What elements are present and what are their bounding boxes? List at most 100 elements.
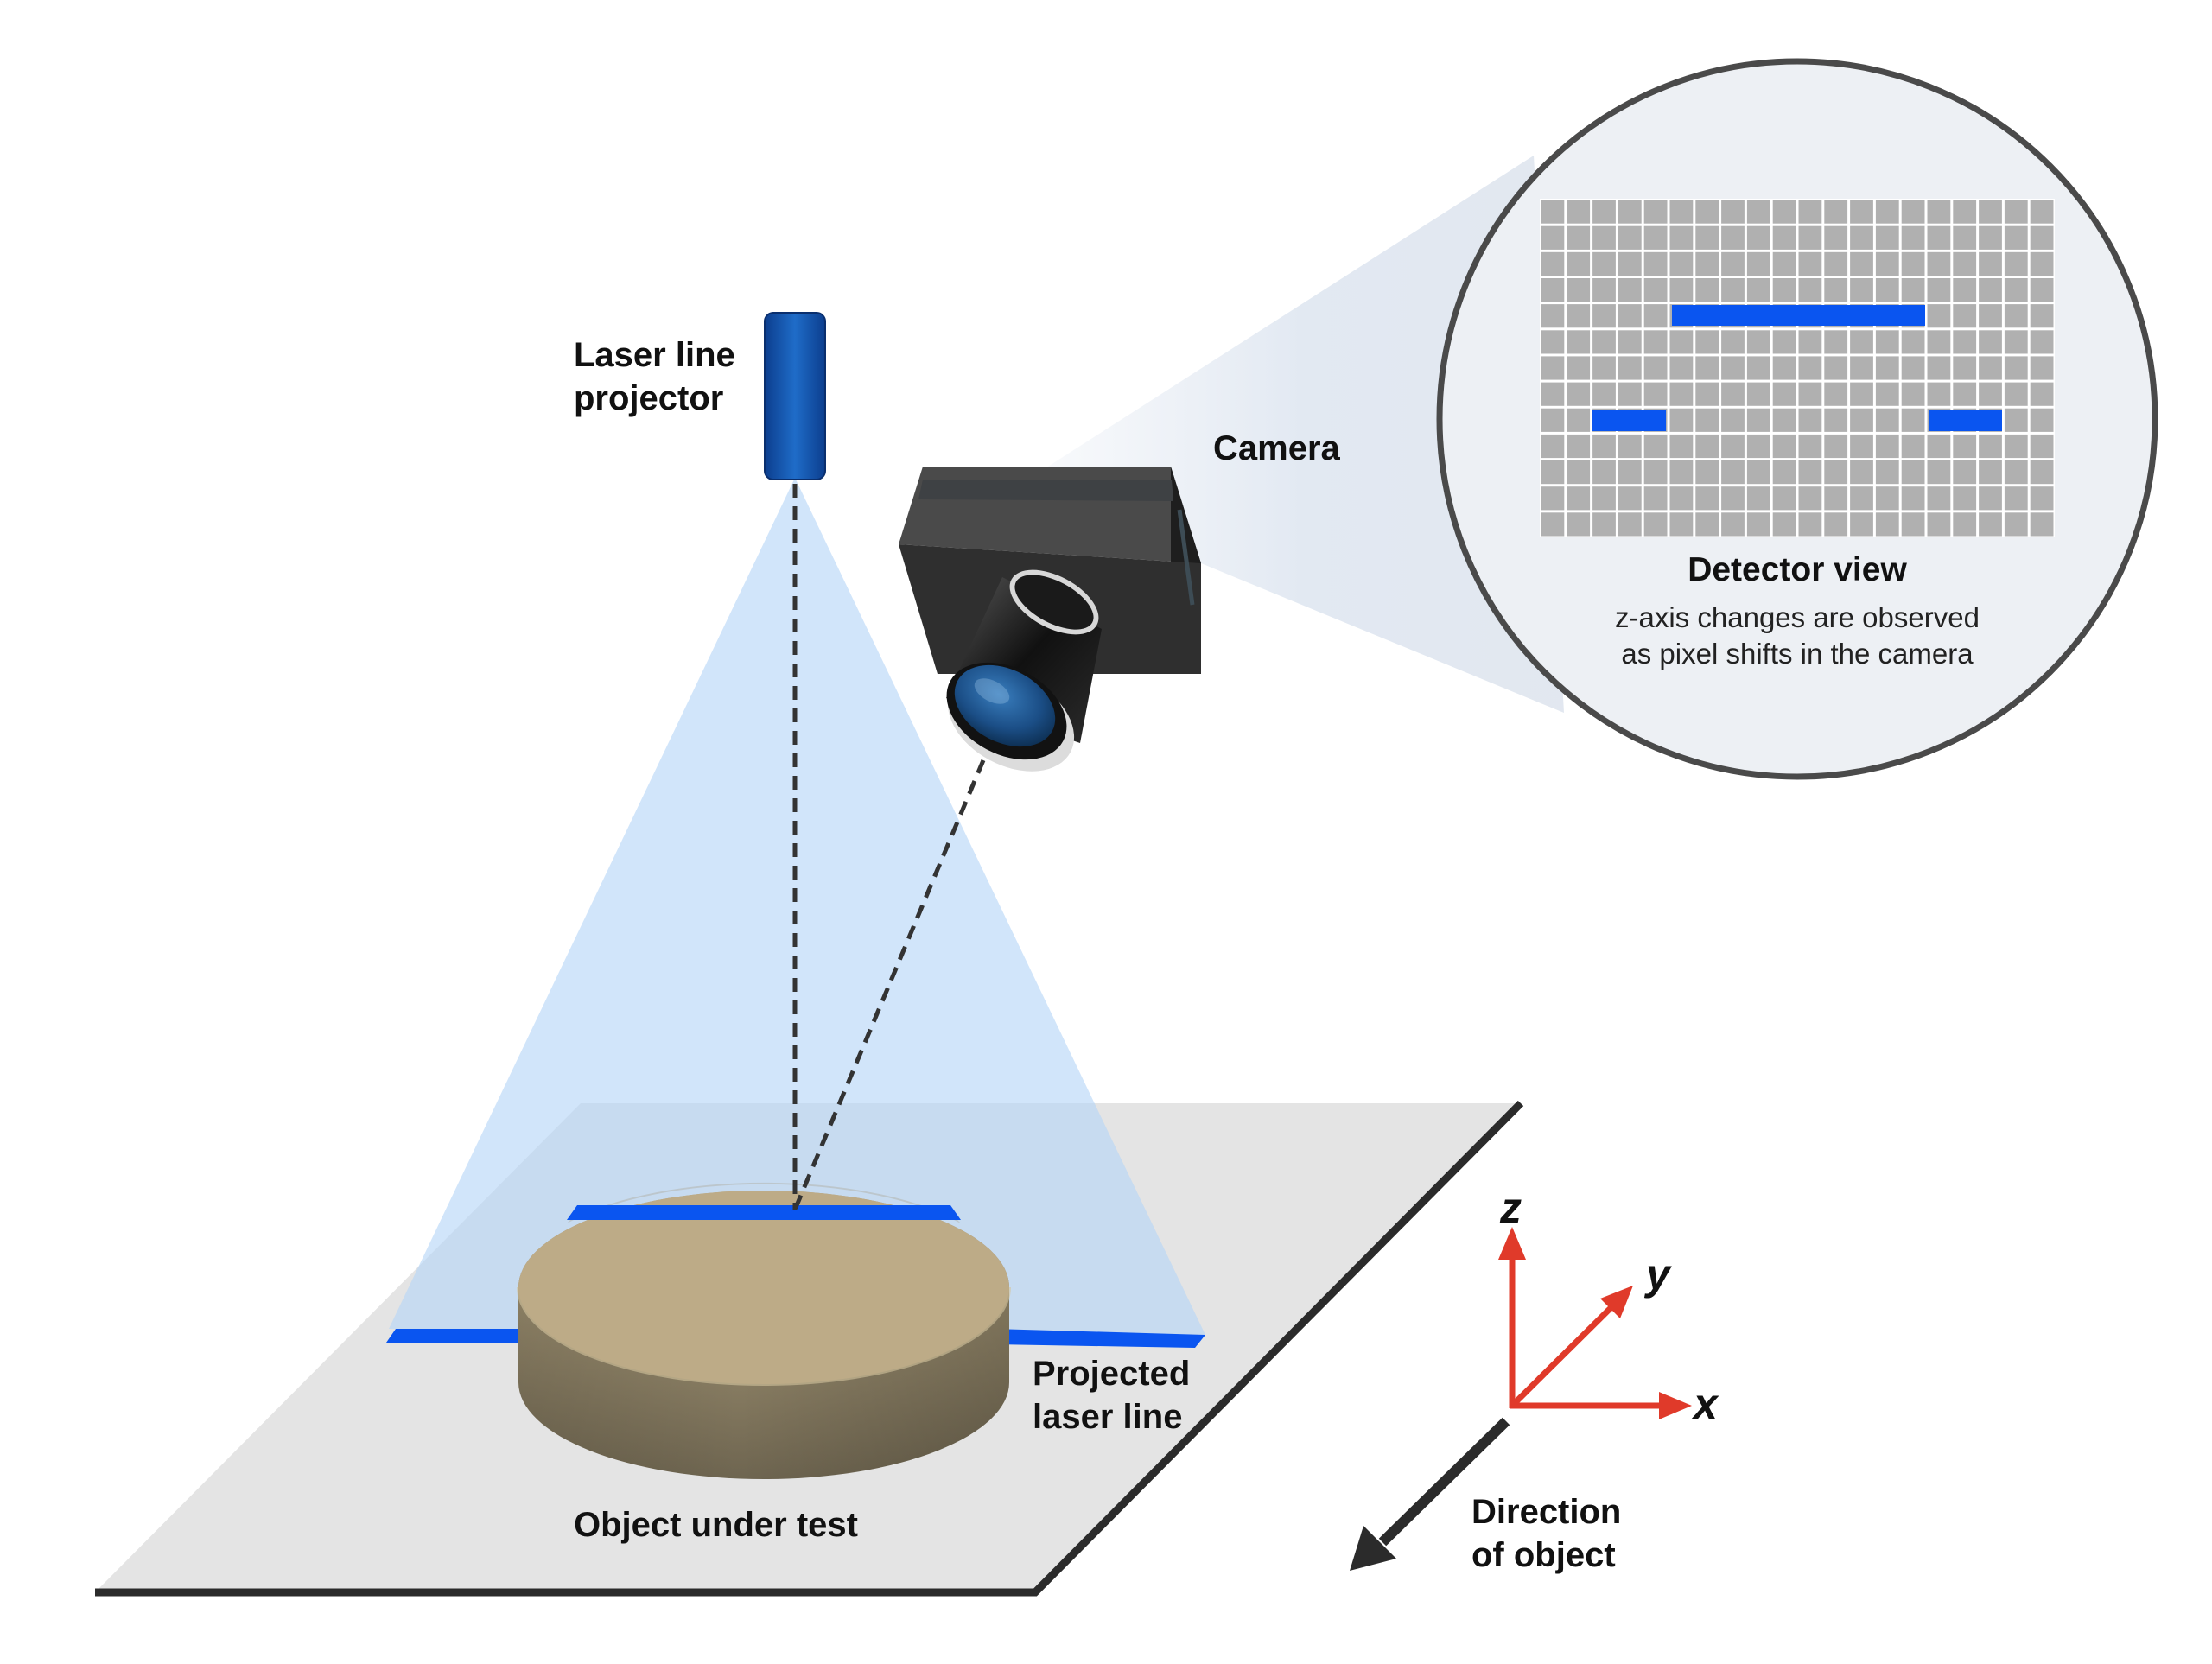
detector-pixel — [1618, 460, 1642, 485]
detector-pixel — [2030, 356, 2054, 380]
detector-pixel — [1772, 486, 1796, 511]
detector-pixel — [1643, 225, 1668, 250]
detector-pixel — [1746, 278, 1770, 302]
detector-pixel — [1643, 278, 1668, 302]
detector-pixel — [1746, 382, 1770, 406]
detector-pixel — [1824, 486, 1848, 511]
detector-pixel — [1798, 330, 1822, 354]
detector-pixel — [1927, 512, 1951, 537]
detector-pixel — [1618, 356, 1642, 380]
detector-pixel — [1618, 330, 1642, 354]
detector-pixel — [1798, 408, 1822, 432]
detector-pixel — [1567, 304, 1591, 328]
detector-pixel — [2004, 486, 2028, 511]
detector-pixel — [1927, 434, 1951, 459]
detector-pixel — [2004, 278, 2028, 302]
laser-projector-label: Laser line projector — [574, 333, 735, 420]
object-under-test — [517, 1182, 1011, 1479]
detector-pixel — [1541, 225, 1565, 250]
detector-pixel — [1746, 512, 1770, 537]
detector-pixel — [1592, 225, 1616, 250]
detector-pixel — [1567, 200, 1591, 224]
detector-pixel — [1746, 251, 1770, 276]
detector-pixel — [1979, 304, 2002, 328]
x-axis-label: x — [1694, 1380, 1718, 1428]
detector-pixel — [1798, 356, 1822, 380]
detector-pixel — [1541, 304, 1565, 328]
laser-projector — [764, 312, 826, 480]
laser-projector-label-line-1: Laser line — [574, 336, 735, 374]
detector-pixel — [1541, 382, 1565, 406]
detector-pixel — [1669, 200, 1694, 224]
detector-pixel — [1953, 330, 1977, 354]
detector-pixel — [1927, 278, 1951, 302]
detector-pixel — [1541, 486, 1565, 511]
detector-pixel — [2004, 251, 2028, 276]
detector-pixel — [1979, 460, 2002, 485]
detector-pixel — [1772, 278, 1796, 302]
detector-pixel — [1824, 225, 1848, 250]
detector-pixel — [1618, 304, 1642, 328]
detector-pixel — [1618, 382, 1642, 406]
detector-pixel — [1824, 278, 1848, 302]
laser-projector-label-line-2: projector — [574, 379, 724, 417]
detector-pixel — [1721, 382, 1745, 406]
detector-pixel — [1643, 304, 1668, 328]
detector-pixel — [1643, 356, 1668, 380]
camera — [899, 467, 1201, 772]
detector-pixel — [1567, 330, 1591, 354]
detector-pixel — [1618, 251, 1642, 276]
detector-pixel — [1772, 512, 1796, 537]
detector-pixel — [1824, 330, 1848, 354]
laser-fan — [389, 478, 1205, 1335]
detector-pixel — [1695, 486, 1719, 511]
detector-pixel — [1592, 278, 1616, 302]
detector-pixel — [2004, 225, 2028, 250]
detector-pixel — [1798, 434, 1822, 459]
detector-pixel — [1875, 278, 1899, 302]
detector-pixel — [1824, 512, 1848, 537]
detector-pixel — [2030, 434, 2054, 459]
detector-view — [1436, 58, 2158, 780]
detector-pixel — [1567, 486, 1591, 511]
projected-laser-line — [386, 1329, 1205, 1348]
detector-pixel — [1772, 434, 1796, 459]
detector-pixel — [1901, 434, 1925, 459]
detector-laser-line-top — [1672, 305, 1925, 326]
detector-pixel — [1746, 225, 1770, 250]
detector-laser-line-right — [1929, 410, 2002, 431]
detector-pixel — [2004, 434, 2028, 459]
detector-pixel — [1772, 330, 1796, 354]
detector-pixel — [1567, 225, 1591, 250]
detector-pixel — [2030, 512, 2054, 537]
detector-pixel — [1875, 330, 1899, 354]
detector-pixel — [2030, 278, 2054, 302]
detector-pixel — [1875, 200, 1899, 224]
detector-pixel — [2030, 460, 2054, 485]
detector-pixel — [1979, 356, 2002, 380]
detector-pixel — [1669, 512, 1694, 537]
detector-pixel — [1875, 408, 1899, 432]
detector-pixel — [1850, 251, 1873, 276]
detector-pixel — [2030, 382, 2054, 406]
detector-pixel — [1721, 356, 1745, 380]
detector-pixel — [1669, 278, 1694, 302]
detector-pixel — [1592, 200, 1616, 224]
detector-pixel — [1927, 225, 1951, 250]
detector-pixel — [1643, 382, 1668, 406]
detector-pixel — [1721, 200, 1745, 224]
detector-pixel — [1721, 251, 1745, 276]
detector-pixel — [1592, 304, 1616, 328]
detector-pixel — [1643, 460, 1668, 485]
coordinate-axes — [1498, 1227, 1692, 1419]
detector-pixel — [1901, 330, 1925, 354]
detector-pixel — [1541, 200, 1565, 224]
detector-pixel — [1772, 408, 1796, 432]
detector-pixel — [1746, 200, 1770, 224]
detector-pixel — [1592, 382, 1616, 406]
detector-pixel — [1567, 512, 1591, 537]
detector-pixel — [1901, 225, 1925, 250]
detector-pixel — [1979, 382, 2002, 406]
detector-pixel — [1618, 200, 1642, 224]
